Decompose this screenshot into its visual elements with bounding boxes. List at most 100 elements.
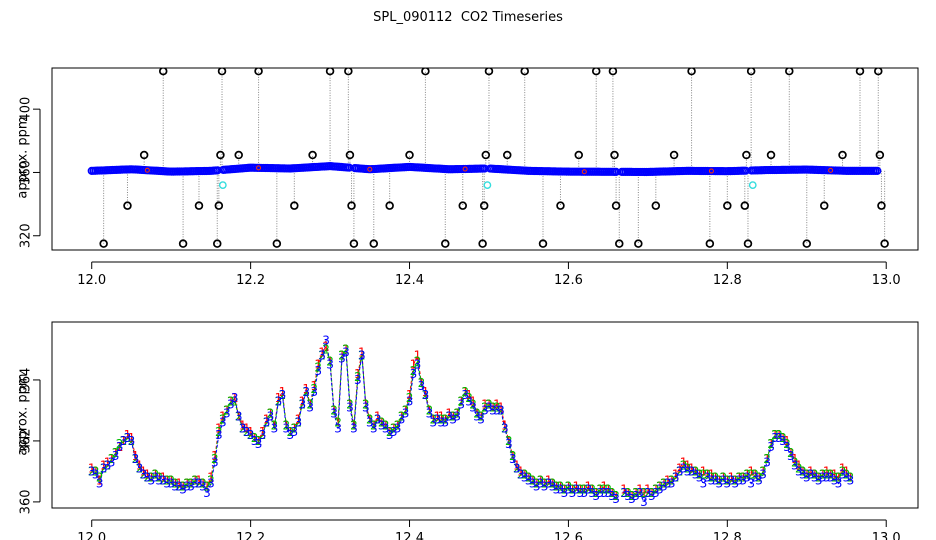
- top-cyan-point: [748, 181, 757, 190]
- bottom-series-marker-2: 2: [521, 467, 529, 481]
- bottom-series-marker-1: 1: [211, 449, 219, 463]
- bottom-series-marker-1: 1: [394, 419, 402, 433]
- top-outlier-point: [743, 239, 753, 248]
- bottom-series-marker-3: 3: [390, 425, 398, 439]
- bottom-series-marker-2: 2: [108, 452, 116, 466]
- bottom-series-marker-2: 2: [330, 403, 338, 417]
- bottom-series-marker-2: 2: [588, 483, 596, 497]
- bottom-series-marker-2: 2: [843, 467, 851, 481]
- bottom-series-marker-2: 2: [751, 467, 759, 481]
- bottom-series-marker-2: 2: [716, 474, 724, 488]
- bottom-series-marker-2: 2: [847, 471, 855, 485]
- bottom-series-marker-1: 1: [414, 349, 422, 363]
- bottom-series-marker-2: 2: [422, 388, 430, 402]
- bottom-series-marker-1: 1: [231, 391, 239, 405]
- bottom-series-marker-3: 3: [243, 425, 251, 439]
- bottom-series-marker-2: 2: [712, 471, 720, 485]
- bottom-series-marker-1: 1: [116, 440, 124, 454]
- bottom-series-marker-2: 2: [294, 416, 302, 430]
- bottom-series-marker-3: 3: [108, 455, 116, 469]
- bottom-series-marker-1: 1: [306, 397, 314, 411]
- bottom-series-marker-3: 3: [851, 0, 859, 7]
- top-outlier-point: [479, 201, 489, 210]
- bottom-series-marker-3: 3: [445, 410, 453, 424]
- bottom-series-marker-2: 2: [283, 419, 291, 433]
- bottom-series-marker-3: 3: [823, 471, 831, 485]
- bottom-series-marker-2: 2: [553, 480, 561, 494]
- bottom-series-marker-2: 2: [140, 467, 148, 481]
- bottom-series-marker-1: 1: [294, 413, 302, 427]
- bottom-series-marker-1: 1: [624, 486, 632, 500]
- top-baseline-accent: [581, 169, 587, 175]
- bottom-series-marker-2: 2: [541, 477, 549, 491]
- bottom-series-marker-3: 3: [275, 394, 283, 408]
- bottom-series-marker-2: 2: [144, 471, 152, 485]
- top-outlier-point: [740, 201, 750, 210]
- bottom-series-marker-1: 1: [799, 464, 807, 478]
- bottom-series-marker-2: 2: [640, 486, 648, 500]
- bottom-series-marker-1: 1: [422, 385, 430, 399]
- top-x-tick-label: 12.6: [554, 273, 583, 288]
- top-baseline-accent: [708, 168, 714, 174]
- bottom-series-marker-1: 1: [402, 403, 410, 417]
- bottom-x-tick-label: 12.0: [77, 531, 106, 540]
- bottom-series-marker-2: 2: [620, 486, 628, 500]
- bottom-series-marker-1: 1: [259, 425, 267, 439]
- bottom-series-marker-2: 2: [322, 342, 330, 356]
- bottom-series-marker-1: 1: [283, 419, 291, 433]
- bottom-series-marker-3: 3: [223, 406, 231, 420]
- bottom-series-marker-1: 1: [144, 467, 152, 481]
- bottom-series-marker-3: 3: [163, 477, 171, 491]
- bottom-series-marker-3: 3: [759, 467, 767, 481]
- bottom-series-marker-1: 1: [569, 483, 577, 497]
- bottom-series-marker-2: 2: [179, 480, 187, 494]
- bottom-series-marker-3: 3: [291, 425, 299, 439]
- bottom-series-marker-2: 2: [517, 467, 525, 481]
- bottom-series-marker-3: 3: [140, 467, 148, 481]
- bottom-series-marker-2: 2: [724, 474, 732, 488]
- top-outlier-point: [766, 150, 776, 160]
- bottom-series-marker-2: 2: [477, 410, 485, 424]
- bottom-series-marker-2: 2: [549, 477, 557, 491]
- bottom-series-marker-2: 2: [366, 413, 374, 427]
- bottom-series-marker-3: 3: [755, 474, 763, 488]
- bottom-series-marker-3: 3: [692, 467, 700, 481]
- bottom-series-marker-1: 1: [565, 480, 573, 494]
- bottom-series-marker-2: 2: [271, 419, 279, 433]
- bottom-series-marker-3: 3: [565, 483, 573, 497]
- bottom-series-marker-3: 3: [704, 471, 712, 485]
- top-outlier-point: [272, 239, 282, 248]
- bottom-series-marker-2: 2: [461, 385, 469, 399]
- bottom-series-marker-1: 1: [287, 425, 295, 439]
- bottom-series-marker-3: 3: [708, 474, 716, 488]
- top-outlier-point: [158, 68, 168, 76]
- top-outlier-point: [520, 68, 529, 76]
- bottom-series-marker-2: 2: [497, 403, 505, 417]
- bottom-series-marker-3: 3: [239, 422, 247, 436]
- bottom-series-marker-1: 1: [104, 455, 112, 469]
- top-outlier-point: [874, 68, 883, 76]
- top-baseline-point: [480, 164, 489, 173]
- bottom-series-marker-3: 3: [430, 416, 438, 430]
- bottom-series-marker-1: 1: [386, 425, 394, 439]
- bottom-series-marker-3: 3: [727, 474, 735, 488]
- bottom-series-marker-3: 3: [159, 474, 167, 488]
- bottom-series-marker-2: 2: [827, 467, 835, 481]
- bottom-series-marker-2: 2: [104, 458, 112, 472]
- bottom-series-marker-2: 2: [573, 483, 581, 497]
- bottom-series-marker-2: 2: [644, 486, 652, 500]
- bottom-series-marker-3: 3: [529, 477, 537, 491]
- bottom-series-marker-2: 2: [839, 464, 847, 478]
- bottom-series-marker-2: 2: [163, 474, 171, 488]
- bottom-series-marker-1: 1: [505, 434, 513, 448]
- bottom-series-marker-3: 3: [263, 416, 271, 430]
- bottom-series-marker-3: 3: [441, 416, 449, 430]
- bottom-series-marker-1: 1: [128, 431, 136, 445]
- bottom-series-marker-1: 1: [219, 410, 227, 424]
- bottom-series-marker-1: 1: [529, 474, 537, 488]
- bottom-series-marker-2: 2: [394, 419, 402, 433]
- bottom-series-marker-3: 3: [314, 364, 322, 378]
- bottom-series-marker-3: 3: [573, 483, 581, 497]
- bottom-series-marker-1: 1: [366, 413, 374, 427]
- top-outlier-point: [254, 68, 263, 76]
